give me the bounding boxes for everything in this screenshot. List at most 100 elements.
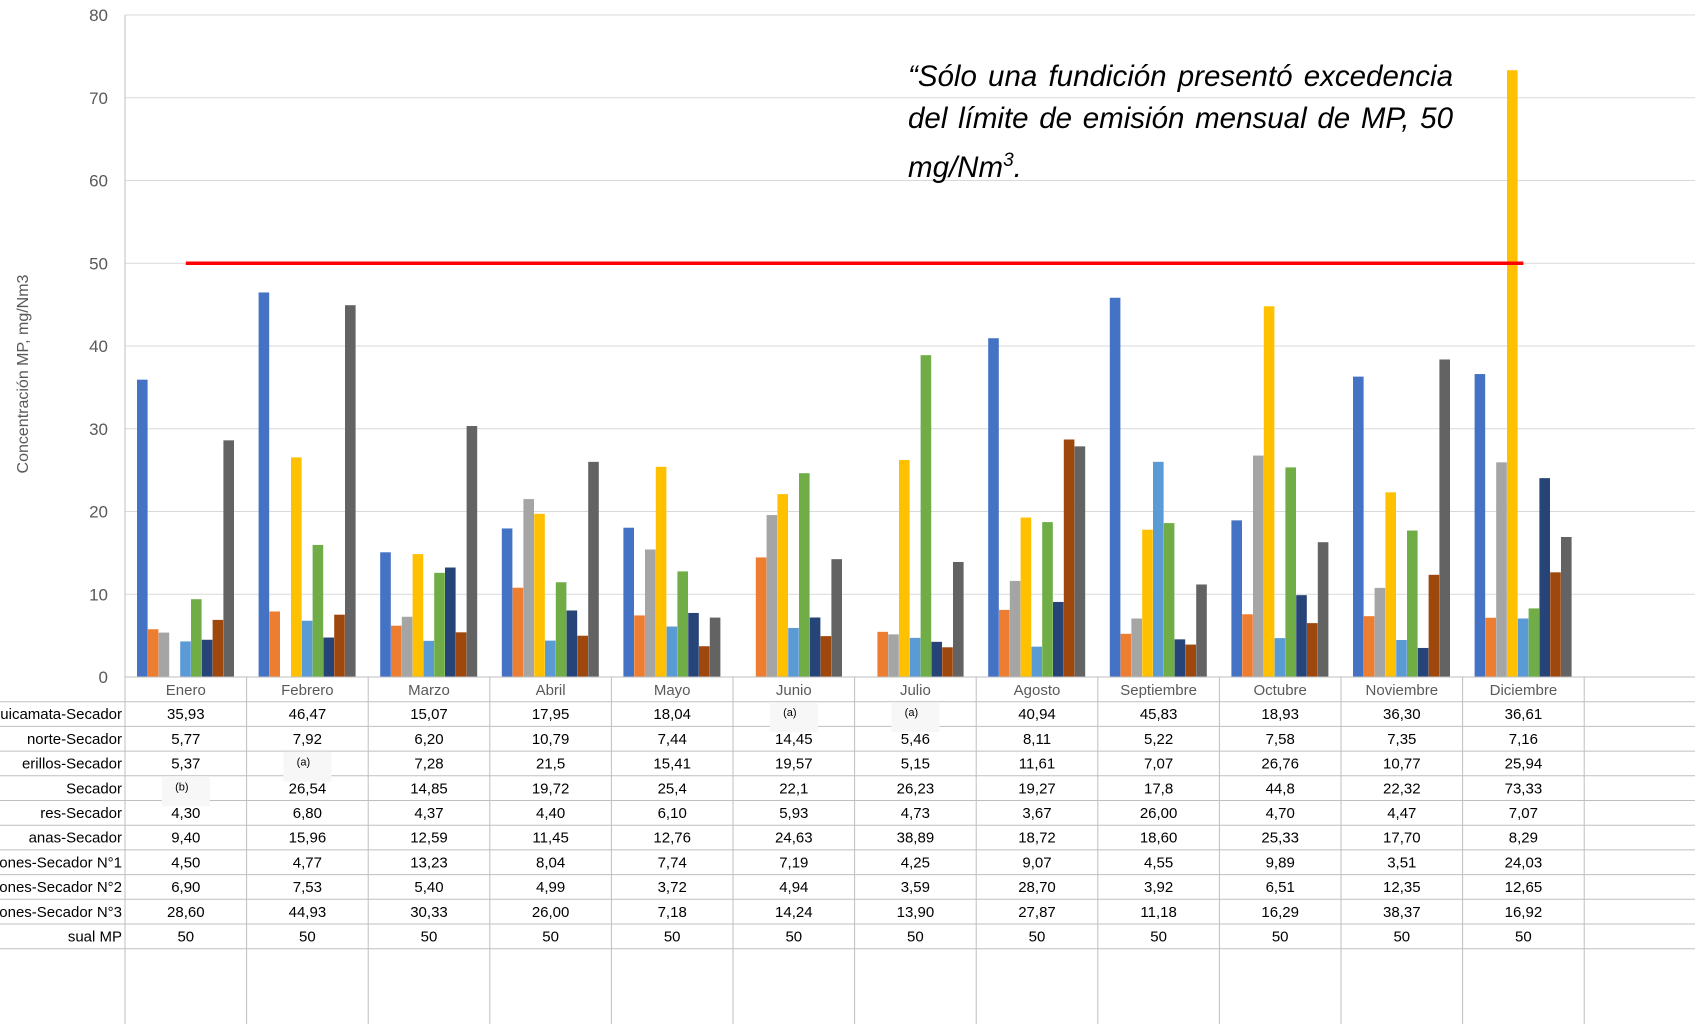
bar xyxy=(788,627,799,677)
table-cell: 4,25 xyxy=(901,854,930,871)
bar xyxy=(709,617,721,677)
table-cell: 26,76 xyxy=(1261,756,1299,773)
y-tick-label: 10 xyxy=(89,585,108,604)
table-cell: 21,5 xyxy=(536,756,565,773)
table-cell: 11,18 xyxy=(1140,904,1176,921)
table-cell: 35,93 xyxy=(167,706,205,723)
table-cell: 4,40 xyxy=(536,805,565,822)
x-tick-label: Septiembre xyxy=(1120,682,1197,699)
table-row-label: uicamata-Secador xyxy=(0,706,122,723)
table-cell: 7,44 xyxy=(658,731,687,748)
bar xyxy=(623,527,634,677)
annotation-superscript: 3 xyxy=(1003,150,1014,171)
bar xyxy=(899,459,910,677)
table-cell: 50 xyxy=(1515,929,1532,946)
data-table: Enero Febrero Marzo Abril Mayo Junio Julio Agos… xyxy=(0,676,1695,1024)
table-cell: 50 xyxy=(1029,929,1046,946)
bar xyxy=(1407,530,1418,677)
bar xyxy=(1317,542,1329,677)
table-cell: 10,77 xyxy=(1383,756,1421,773)
table-note-bg xyxy=(283,751,332,782)
table-cell: 19,57 xyxy=(775,756,813,773)
table-cell: 3,59 xyxy=(901,879,930,896)
bar xyxy=(223,440,234,677)
table-cell: 44,93 xyxy=(289,904,327,921)
table-cell: 7,18 xyxy=(658,904,687,921)
bar xyxy=(809,617,821,677)
table-cell: 36,61 xyxy=(1505,706,1543,723)
table-cell: 3,92 xyxy=(1144,879,1173,896)
table-cell: 9,89 xyxy=(1266,854,1295,871)
bar xyxy=(1550,572,1561,677)
table-cell: 14,45 xyxy=(775,731,813,748)
bar xyxy=(201,639,213,677)
table-cell: 6,90 xyxy=(171,879,200,896)
table-cell: 7,53 xyxy=(293,879,322,896)
bar xyxy=(1417,647,1429,677)
y-tick-label: 30 xyxy=(89,420,108,439)
table-cell: 8,29 xyxy=(1509,830,1538,847)
bar xyxy=(888,634,899,677)
table-cell: 4,70 xyxy=(1266,805,1295,822)
table-note-bg xyxy=(891,702,940,733)
bar xyxy=(1174,639,1186,677)
bar xyxy=(820,636,832,677)
bar xyxy=(334,614,345,677)
table-cell: 4,50 xyxy=(171,854,200,871)
bar xyxy=(1374,587,1386,677)
table-cell: 38,37 xyxy=(1383,904,1421,921)
table-cell: 15,07 xyxy=(410,706,448,723)
y-axis-label: Concentración MP, mg/Nm3 xyxy=(15,274,32,473)
table-cell: 12,35 xyxy=(1383,879,1421,896)
x-tick-label: Febrero xyxy=(281,682,334,699)
table-cell: 4,77 xyxy=(293,854,322,871)
table-cell: 50 xyxy=(664,929,681,946)
y-tick-label: 80 xyxy=(89,6,108,25)
table-cell: 26,54 xyxy=(289,780,327,797)
x-tick-label: Octubre xyxy=(1254,682,1307,699)
table-cell: 50 xyxy=(299,929,316,946)
table-row-label: sual MP xyxy=(68,929,122,946)
bar xyxy=(1031,646,1042,677)
bar xyxy=(566,610,578,677)
bar xyxy=(988,338,999,677)
bar xyxy=(799,473,810,677)
table-cell: 16,92 xyxy=(1505,904,1543,921)
table-cell: 22,1 xyxy=(779,780,808,797)
table-cell: 13,23 xyxy=(410,854,448,871)
x-tick-label: Noviembre xyxy=(1366,682,1439,699)
bar xyxy=(137,379,148,677)
table-cell: 17,8 xyxy=(1144,780,1173,797)
table-cell: 50 xyxy=(1272,929,1289,946)
table-cell: 25,33 xyxy=(1261,830,1299,847)
table-cell: 12,65 xyxy=(1505,879,1543,896)
table-cell: 50 xyxy=(177,929,194,946)
bar xyxy=(401,616,413,677)
table-cell: 5,93 xyxy=(779,805,808,822)
table-cell: 18,04 xyxy=(653,706,691,723)
bar xyxy=(920,355,932,677)
table-cell: 3,67 xyxy=(1022,805,1051,822)
bar xyxy=(434,572,445,677)
table-cell: 45,83 xyxy=(1140,706,1178,723)
bar xyxy=(512,587,524,677)
table-cell: 19,27 xyxy=(1018,780,1056,797)
bar xyxy=(523,499,534,677)
bar xyxy=(1109,297,1121,677)
table-cell: 30,33 xyxy=(410,904,448,921)
bar xyxy=(455,632,467,677)
bar xyxy=(291,457,302,677)
bar xyxy=(1263,306,1275,677)
table-cell: 3,51 xyxy=(1387,854,1416,871)
table-cell: 3,72 xyxy=(658,879,687,896)
table-cell: 17,95 xyxy=(532,706,570,723)
table-cell: 15,96 xyxy=(289,830,327,847)
table-cell: 9,07 xyxy=(1022,854,1051,871)
bar xyxy=(577,635,588,677)
bar xyxy=(909,637,921,677)
table-cell: 7,28 xyxy=(414,756,443,773)
bar xyxy=(1120,633,1132,677)
bar xyxy=(588,461,599,677)
annotation-callout: “Sólo una fundición presentó excedencia … xyxy=(908,56,1453,189)
table-row-label: erillos-Secador xyxy=(22,756,122,773)
